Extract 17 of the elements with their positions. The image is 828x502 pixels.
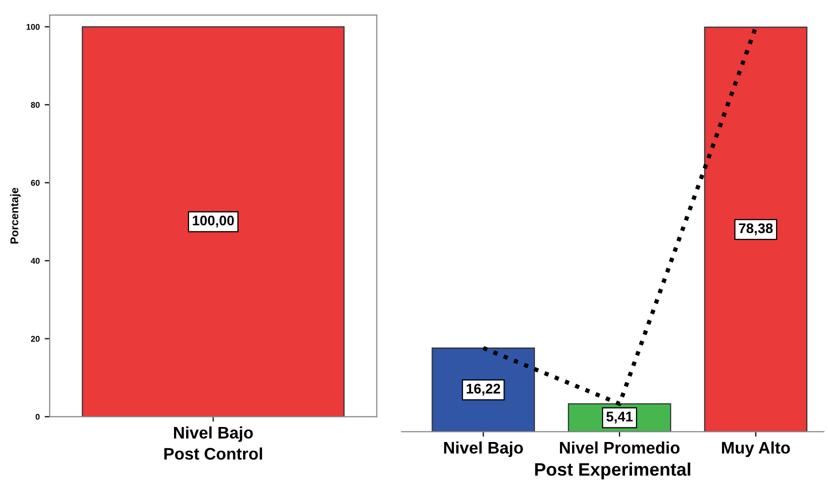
y-tick-label: 80 bbox=[30, 102, 40, 108]
y-tick-label: 100 bbox=[26, 24, 40, 30]
x-tick-label: Muy Alto bbox=[722, 441, 790, 457]
x-axis-title: Post Experimental bbox=[535, 462, 690, 480]
y-tick-label: 0 bbox=[36, 414, 40, 420]
data-label: 78,38 bbox=[738, 223, 773, 236]
y-tick-label: 20 bbox=[30, 336, 40, 342]
x-axis-title: Post Control bbox=[164, 447, 262, 460]
y-axis-title: Porcentaje bbox=[10, 188, 20, 244]
data-label: 16,22 bbox=[466, 384, 500, 396]
x-tick-label: Nivel Promedio bbox=[560, 441, 680, 454]
data-label: 100,00 bbox=[192, 216, 234, 228]
x-tick-label: Nivel Bajo bbox=[174, 426, 253, 442]
y-tick-label: 60 bbox=[30, 180, 40, 186]
y-tick-label: 40 bbox=[30, 258, 40, 264]
x-tick-label: Nivel Bajo bbox=[444, 441, 523, 457]
data-label: 5,41 bbox=[606, 412, 633, 424]
